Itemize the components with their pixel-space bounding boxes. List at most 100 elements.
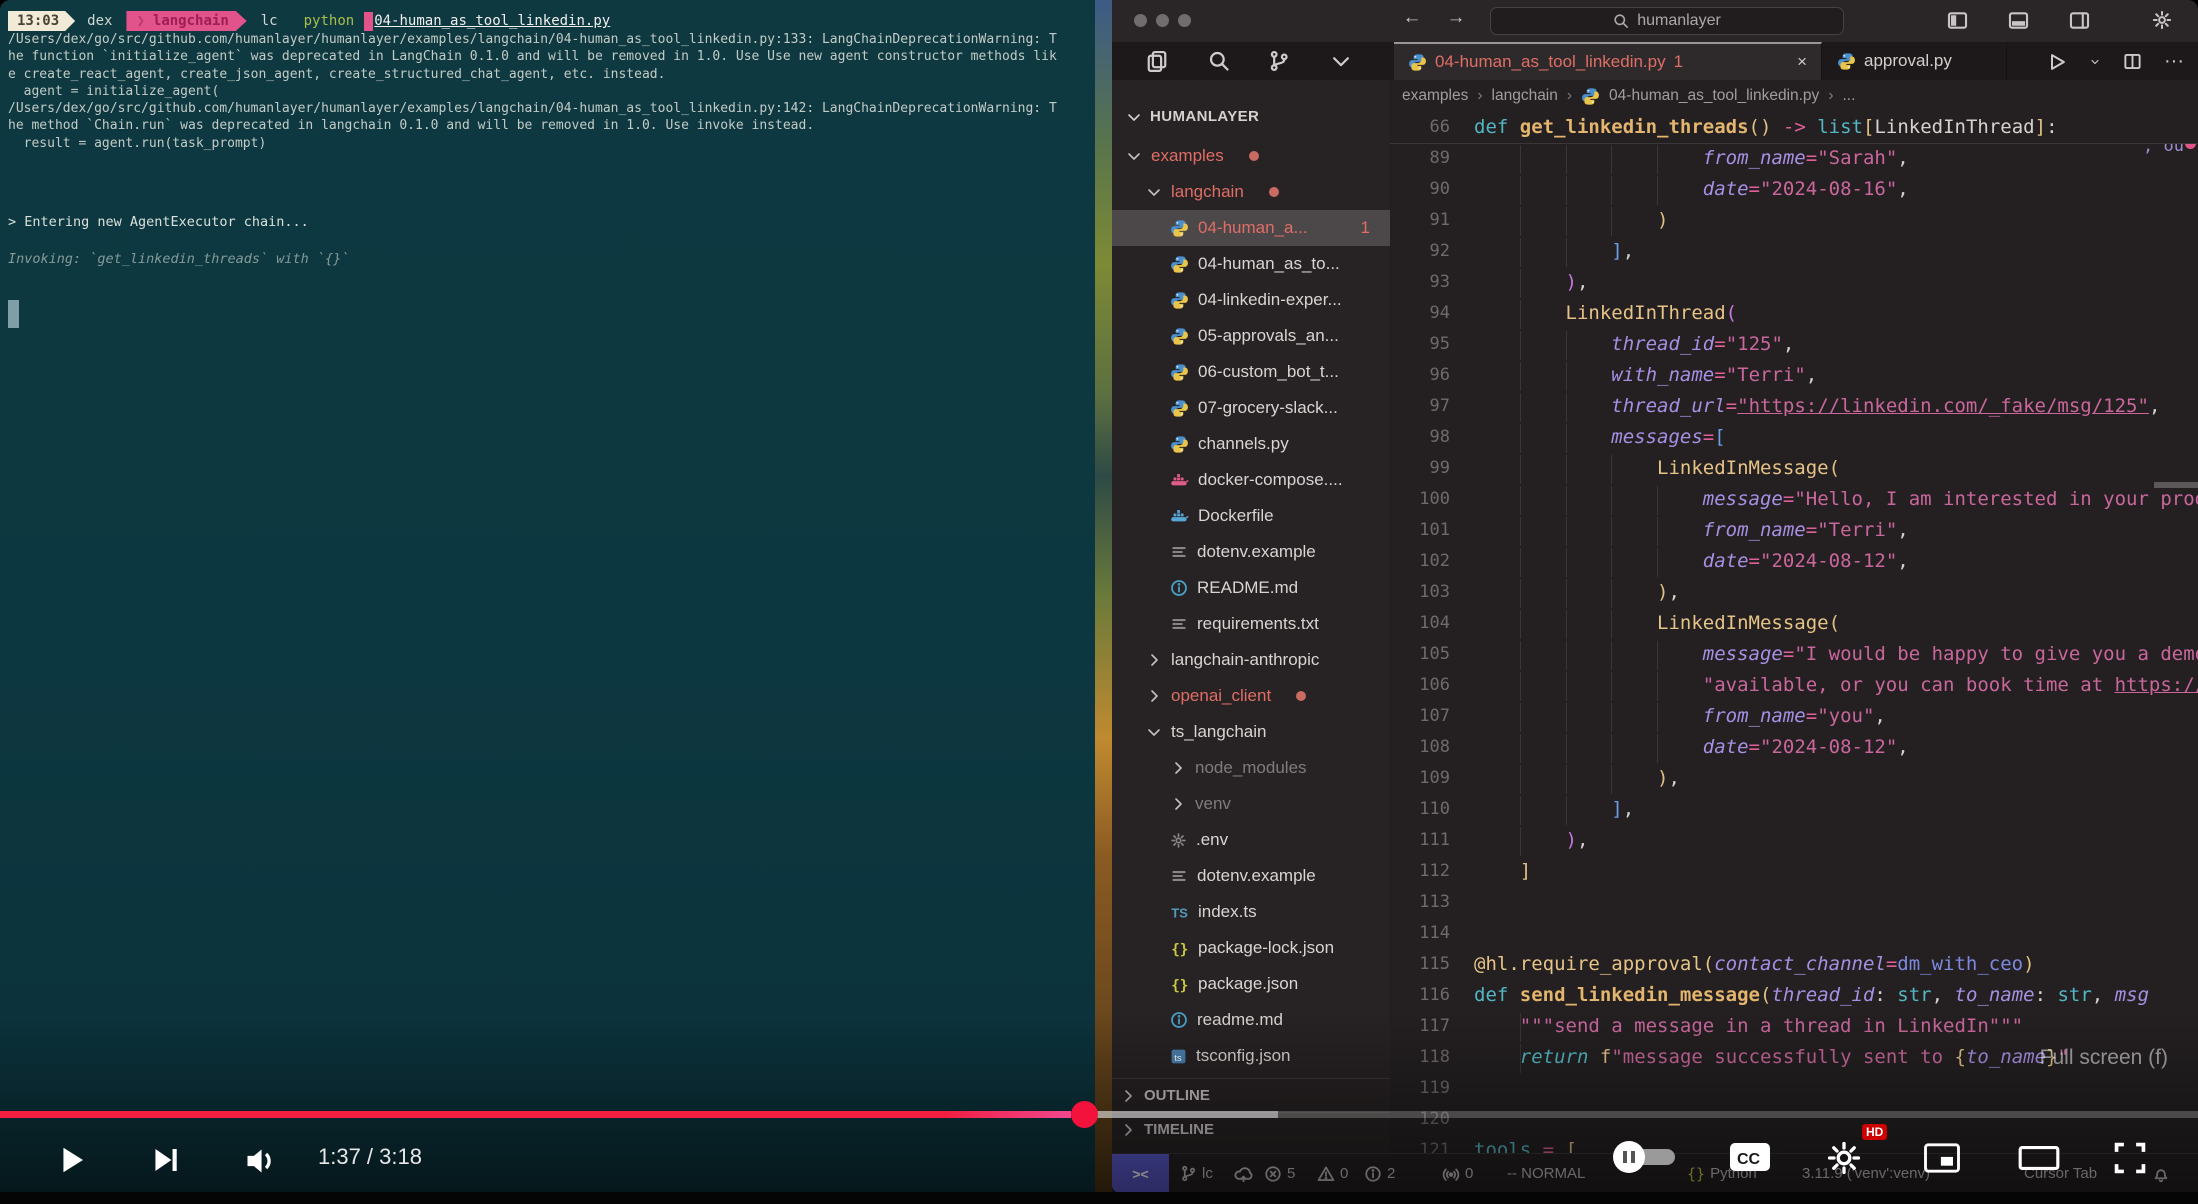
modified-dot xyxy=(1268,187,1279,197)
ports-item[interactable]: 0 xyxy=(1442,1154,1473,1192)
breadcrumb-item[interactable]: langchain xyxy=(1491,87,1558,104)
explorer-item[interactable]: 05-approvals_an... xyxy=(1112,318,1390,354)
breadcrumb-item[interactable]: 04-human_as_tool_linkedin.py xyxy=(1609,87,1820,104)
infos-item[interactable]: 2 xyxy=(1364,1154,1395,1192)
explorer-item[interactable]: docker-compose.... xyxy=(1112,462,1390,498)
play-button[interactable] xyxy=(50,1138,94,1182)
close-tab-icon[interactable]: × xyxy=(1797,52,1807,71)
errors-item[interactable]: 5 xyxy=(1264,1154,1295,1192)
terminal-output-line: he method `Chain.run` was deprecated in … xyxy=(8,118,815,134)
settings-gear-icon[interactable] xyxy=(1824,1138,1864,1178)
explorer-item[interactable]: readme.md xyxy=(1112,1002,1390,1038)
editor-scrollbar-mark[interactable] xyxy=(2154,482,2198,488)
prompt-command: python xyxy=(303,13,355,29)
explorer-item[interactable]: dotenv.example xyxy=(1112,534,1390,570)
explorer-sidebar: HUMANLAYER examples langchain 04-human_a… xyxy=(1112,80,1390,1153)
python-interpreter-item[interactable]: 3.11.9 ('venv':venv) xyxy=(1802,1165,1931,1182)
source-control-icon[interactable] xyxy=(1268,50,1290,72)
next-button[interactable] xyxy=(142,1138,186,1182)
explorer-item[interactable]: ts tsconfig.json xyxy=(1112,1038,1390,1074)
remote-indicator[interactable]: >< xyxy=(1112,1154,1169,1192)
file-type-icon xyxy=(1170,471,1189,490)
explorer-item[interactable]: langchain xyxy=(1112,174,1390,210)
explorer-item[interactable]: langchain-anthropic xyxy=(1112,642,1390,678)
explorer-root-header[interactable]: HUMANLAYER xyxy=(1126,108,1259,125)
search-icon[interactable] xyxy=(1208,50,1230,72)
volume-icon[interactable] xyxy=(236,1138,282,1184)
git-branch-item[interactable]: lc xyxy=(1180,1154,1213,1192)
python-file-icon xyxy=(1581,87,1600,106)
explorer-item[interactable]: 07-grocery-slack... xyxy=(1112,390,1390,426)
explorer-item[interactable]: examples xyxy=(1112,138,1390,174)
forward-arrow-icon[interactable]: → xyxy=(1446,7,1466,28)
file-type-icon xyxy=(1170,615,1188,633)
toggle-right-sidebar-icon[interactable] xyxy=(2069,10,2090,31)
notifications-bell-icon[interactable] xyxy=(2152,1154,2170,1192)
editor-tab[interactable]: approval.py xyxy=(1823,42,2007,80)
traffic-light-icon[interactable] xyxy=(1156,14,1169,27)
traffic-light-icon[interactable] xyxy=(1178,14,1191,27)
explorer-item[interactable]: {} package.json xyxy=(1171,974,1299,994)
progress-bar-buffered[interactable] xyxy=(1084,1111,1278,1118)
terminal-output: /Users/dex/go/src/github.com/humanlayer/… xyxy=(8,31,1093,152)
svg-text:{}: {} xyxy=(1171,977,1188,993)
prompt-directory: lc xyxy=(260,13,278,29)
explorer-item[interactable]: requirements.txt xyxy=(1112,606,1390,642)
explorer-item[interactable]: Dockerfile xyxy=(1112,498,1390,534)
fullscreen-button[interactable] xyxy=(2108,1136,2152,1180)
explorer-item[interactable]: 06-custom_bot_t... xyxy=(1112,354,1390,390)
files-icon[interactable] xyxy=(1146,50,1168,72)
modified-dot xyxy=(1248,151,1259,161)
code-editor[interactable]: examples › langchain › 04-human_as_tool_link… xyxy=(1390,80,2198,1153)
letterbox-strip xyxy=(0,1192,2198,1204)
code-line: 114 xyxy=(1419,923,1450,943)
chevron-right-icon xyxy=(1146,652,1162,668)
toggle-left-sidebar-icon[interactable] xyxy=(1947,10,1968,31)
theater-mode-button[interactable] xyxy=(2016,1142,2062,1174)
back-arrow-icon[interactable]: ← xyxy=(1402,7,1422,28)
explorer-item[interactable]: 04-linkedin-exper... xyxy=(1112,282,1390,318)
explorer-item[interactable]: channels.py xyxy=(1112,426,1390,462)
outline-section[interactable]: OUTLINE xyxy=(1112,1078,1390,1112)
explorer-item[interactable]: 04-human_a... 1 xyxy=(1112,210,1390,246)
explorer-item[interactable]: openai_client xyxy=(1112,678,1390,714)
warnings-item[interactable]: 0 xyxy=(1317,1154,1348,1192)
chevron-down-icon[interactable] xyxy=(1330,50,1352,72)
run-python-button[interactable] xyxy=(2047,52,2067,72)
explorer-item[interactable]: node_modules xyxy=(1112,750,1390,786)
more-actions-icon[interactable]: ··· xyxy=(2164,50,2184,72)
code-line: 106 "available, or you can book time at … xyxy=(1390,670,2198,701)
explorer-item[interactable]: README.md xyxy=(1112,570,1390,606)
explorer-item[interactable]: ts_langchain xyxy=(1112,714,1390,750)
code-line: 109 ), xyxy=(1390,763,2198,794)
chevron-down-icon[interactable] xyxy=(2089,56,2101,68)
vim-mode: -- NORMAL xyxy=(1507,1165,1586,1182)
command-center-search[interactable]: humanlayer xyxy=(1490,7,1844,35)
progress-bar-played[interactable] xyxy=(0,1111,1071,1118)
breadcrumb-item[interactable]: examples xyxy=(1402,87,1469,104)
prompt-argument: 04-human_as_tool_linkedin.py xyxy=(374,13,611,29)
autoplay-toggle[interactable] xyxy=(1613,1141,1677,1173)
editor-tab[interactable]: 04-human_as_tool_linkedin.py 1 × xyxy=(1394,42,1822,80)
split-editor-icon[interactable] xyxy=(2123,52,2142,71)
code-line: 92 ], xyxy=(1390,236,2198,267)
progress-scrubber[interactable] xyxy=(1071,1101,1098,1128)
captions-button[interactable]: CC xyxy=(1726,1140,1774,1174)
code-line: 101 from_name="Terri", xyxy=(1390,515,2198,546)
toggle-bottom-panel-icon[interactable] xyxy=(2008,10,2029,31)
explorer-item[interactable]: {} package-lock.json xyxy=(1171,938,1335,958)
breadcrumb[interactable]: examples › langchain › 04-human_as_tool_link… xyxy=(1402,87,1856,106)
explorer-item[interactable]: TS index.ts xyxy=(1171,902,1257,921)
explorer-item[interactable]: 04-human_as_to... xyxy=(1112,246,1390,282)
code-line: 102 date="2024-08-12", xyxy=(1390,546,2198,577)
progress-bar-remaining[interactable] xyxy=(1278,1111,2198,1118)
traffic-light-icon[interactable] xyxy=(1134,14,1147,27)
settings-gear-icon[interactable] xyxy=(2152,10,2172,30)
sync-cloud-icon[interactable] xyxy=(1234,1154,1253,1192)
explorer-item[interactable]: venv xyxy=(1112,786,1390,822)
explorer-item[interactable]: .env xyxy=(1112,822,1390,858)
miniplayer-button[interactable] xyxy=(1920,1138,1964,1178)
breadcrumb-item[interactable]: ... xyxy=(1842,87,1856,104)
explorer-item[interactable]: dotenv.example xyxy=(1112,858,1390,894)
